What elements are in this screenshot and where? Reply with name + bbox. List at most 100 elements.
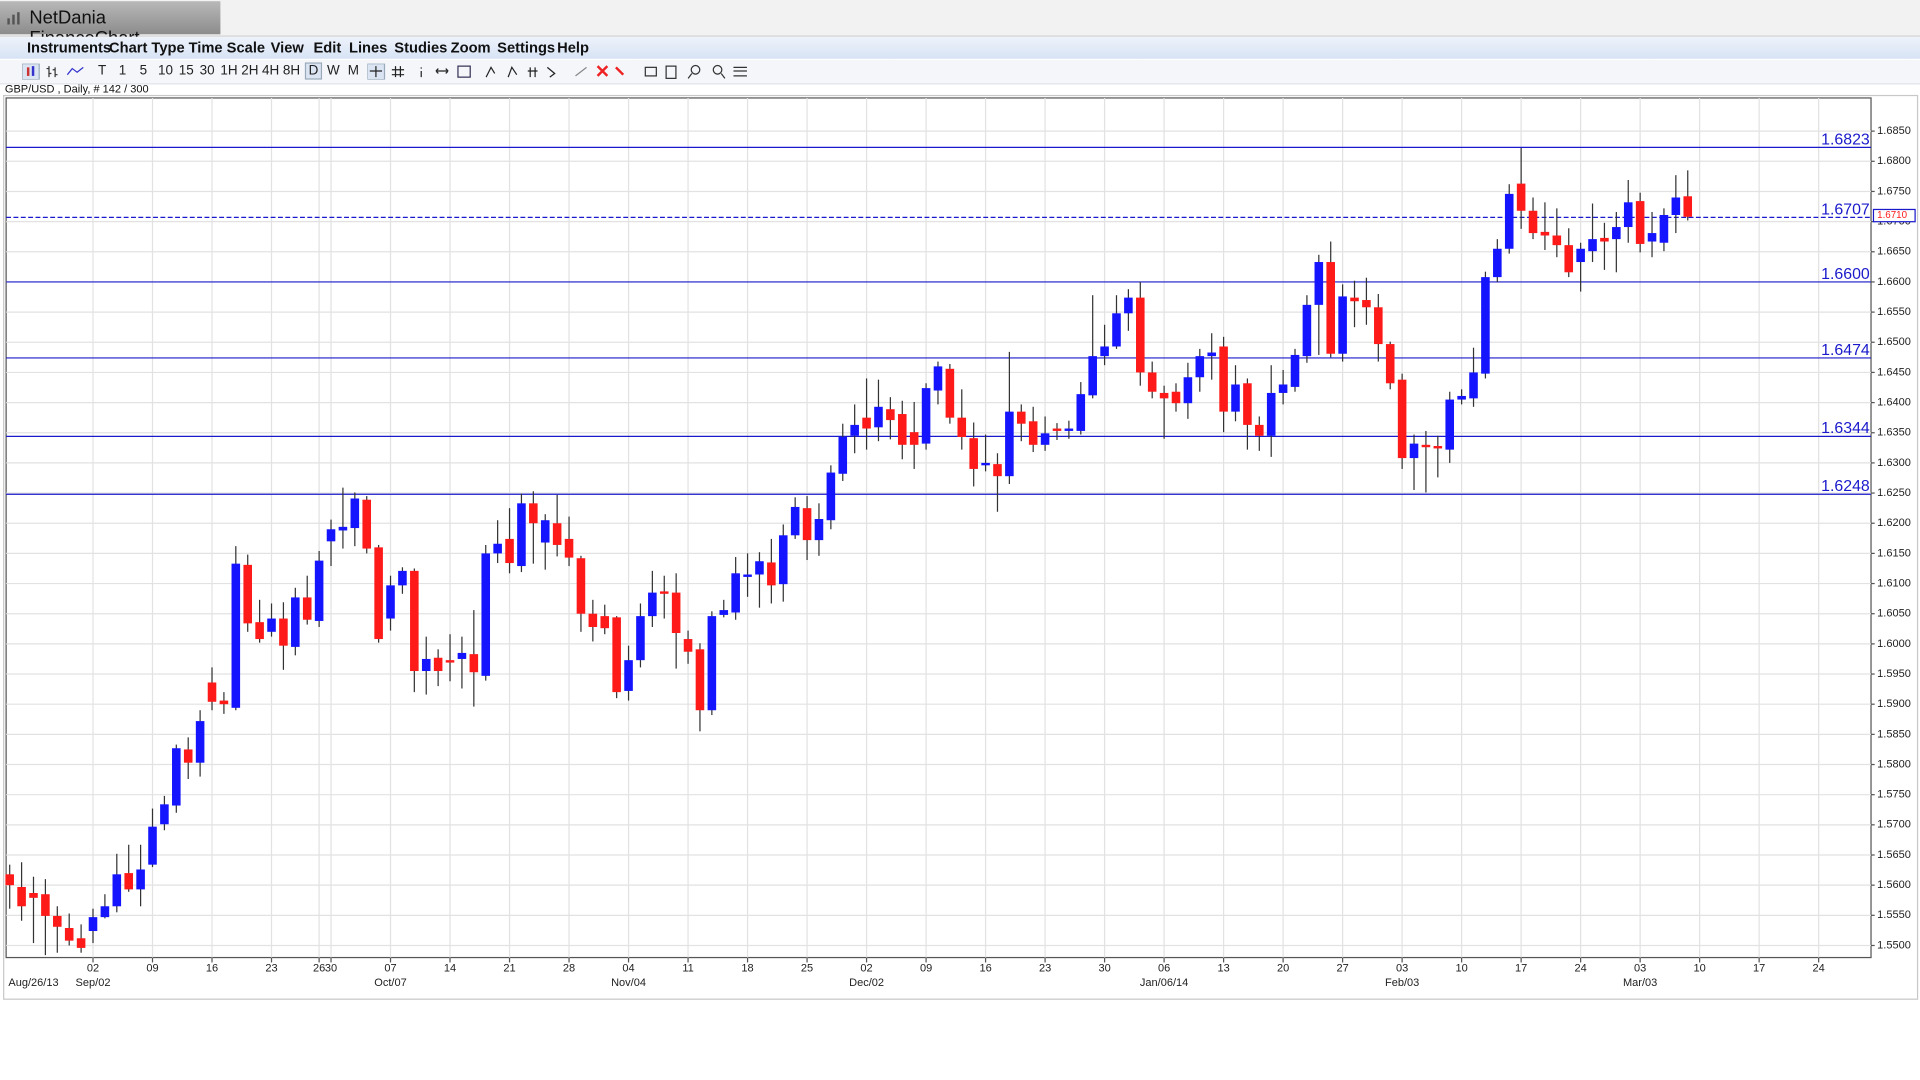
x-tick-label: 17 <box>1515 962 1527 974</box>
app-icon <box>7 12 20 25</box>
candle-body <box>64 927 74 941</box>
candle-body <box>398 570 407 586</box>
y-tick-label: 1.5600 <box>1877 879 1911 891</box>
toolbar: T 1 5 10 15 30 1H 2H 4H 8H D W M <box>0 60 1920 85</box>
candle-body <box>1112 313 1121 347</box>
instrument-info: GBP/USD , Daily, # 142 / 300 <box>5 83 149 95</box>
candle-body <box>29 893 38 898</box>
candle-body <box>433 657 443 672</box>
menu-item[interactable]: Edit <box>313 39 342 57</box>
menu-item[interactable]: Time Scale <box>188 39 266 57</box>
horizontal-line-label: 1.6474 <box>1821 342 1870 359</box>
chart-type-icons[interactable] <box>22 63 88 80</box>
candle-body <box>981 462 990 466</box>
tool-icons[interactable] <box>367 63 759 80</box>
x-tick-label: 24 <box>1575 962 1587 974</box>
candle-body <box>1064 428 1074 431</box>
menu-item[interactable]: Studies <box>394 39 448 57</box>
last-price-box <box>1872 208 1916 223</box>
y-tick-label: 1.6050 <box>1877 608 1911 620</box>
candle-body <box>743 574 752 577</box>
candle-body <box>1100 346 1109 357</box>
candle-body <box>1540 231 1550 236</box>
timeframe-button[interactable]: 1 <box>118 63 127 79</box>
timeframe-button[interactable]: M <box>347 63 359 79</box>
y-tick-label: 1.5800 <box>1877 758 1911 770</box>
menu-item[interactable]: Help <box>557 39 589 57</box>
y-tick-label: 1.5850 <box>1877 728 1911 740</box>
timeframe-button[interactable]: 2H <box>241 63 259 79</box>
candle-body <box>1005 411 1014 477</box>
x-tick-label: 02 <box>87 962 99 974</box>
timeframe-button[interactable]: 5 <box>139 63 148 79</box>
timeframe-button[interactable]: 4H <box>262 63 280 79</box>
candle-body <box>1374 307 1383 345</box>
menu-item[interactable]: Zoom <box>450 39 491 57</box>
menu-item[interactable]: Instruments <box>26 39 112 57</box>
candle-body <box>374 547 383 640</box>
x-tick-label: 02 <box>860 962 872 974</box>
candle-body <box>1159 392 1169 399</box>
candle-body <box>1457 395 1466 400</box>
candle-body <box>1493 248 1502 278</box>
candle-body <box>921 388 931 444</box>
y-tick-label: 1.6400 <box>1877 396 1911 408</box>
candle-body <box>1481 277 1490 374</box>
date-label: Mar/03 <box>1623 977 1657 989</box>
horizontal-line-label: 1.6344 <box>1821 420 1870 437</box>
candle-body <box>945 368 955 418</box>
candle-body <box>874 406 883 428</box>
candle-body <box>790 506 800 536</box>
x-tick-label: 14 <box>444 962 456 974</box>
candle-body <box>1183 377 1193 404</box>
menu-item[interactable]: View <box>270 39 304 57</box>
timeframe-button[interactable]: 8H <box>282 63 301 79</box>
x-tick-label: 06 <box>1158 962 1170 974</box>
horizontal-line-label: 1.6600 <box>1821 266 1870 283</box>
y-tick-label: 1.6200 <box>1877 517 1911 529</box>
y-tick-label: 1.6350 <box>1877 427 1911 439</box>
candle-body <box>1433 446 1443 449</box>
candle-body <box>410 570 419 672</box>
menu-item[interactable]: Lines <box>348 39 388 57</box>
timeframe-button[interactable]: W <box>326 63 340 79</box>
candle-body <box>183 749 193 763</box>
menu-item[interactable]: Settings <box>497 39 556 57</box>
timeframe-button[interactable]: 1H <box>220 63 238 79</box>
candle-body <box>862 417 871 429</box>
y-tick-label: 1.6850 <box>1877 125 1911 137</box>
candle-body <box>1088 356 1097 396</box>
candle-body <box>112 874 122 907</box>
menu-item[interactable]: Chart Type <box>108 39 185 57</box>
candle-body <box>17 886 26 907</box>
timeframe-button[interactable]: 15 <box>178 63 194 79</box>
app-tab[interactable]: NetDania FinanceChart <box>0 1 221 49</box>
candle-body <box>195 721 205 763</box>
date-label: Oct/07 <box>374 977 406 989</box>
y-tick-label: 1.6750 <box>1877 185 1911 197</box>
candle-body <box>1052 428 1062 431</box>
x-tick-label: 16 <box>206 962 218 974</box>
candle-body <box>659 591 669 594</box>
candle-body <box>1219 346 1228 412</box>
horizontal-line-label: 1.6823 <box>1821 131 1870 148</box>
timeframe-button[interactable]: D <box>304 62 322 80</box>
candle-body <box>1445 399 1455 450</box>
candle-body <box>1124 297 1133 314</box>
timeframe-button[interactable]: 10 <box>157 63 173 79</box>
candle-body <box>207 682 217 702</box>
timeframe-button[interactable]: T <box>97 63 107 79</box>
candle-body <box>1469 372 1478 399</box>
candle-body <box>136 869 145 890</box>
candle-body <box>1314 262 1324 305</box>
y-tick-label: 1.6650 <box>1877 246 1911 258</box>
candle-body <box>1243 383 1252 425</box>
candle-body <box>636 616 645 661</box>
candle-body <box>767 562 776 586</box>
x-tick-label: 09 <box>146 962 158 974</box>
timeframe-button[interactable]: 30 <box>199 63 215 79</box>
candle-body <box>1207 352 1216 357</box>
candle-body <box>826 472 836 521</box>
candle-body <box>814 519 824 541</box>
